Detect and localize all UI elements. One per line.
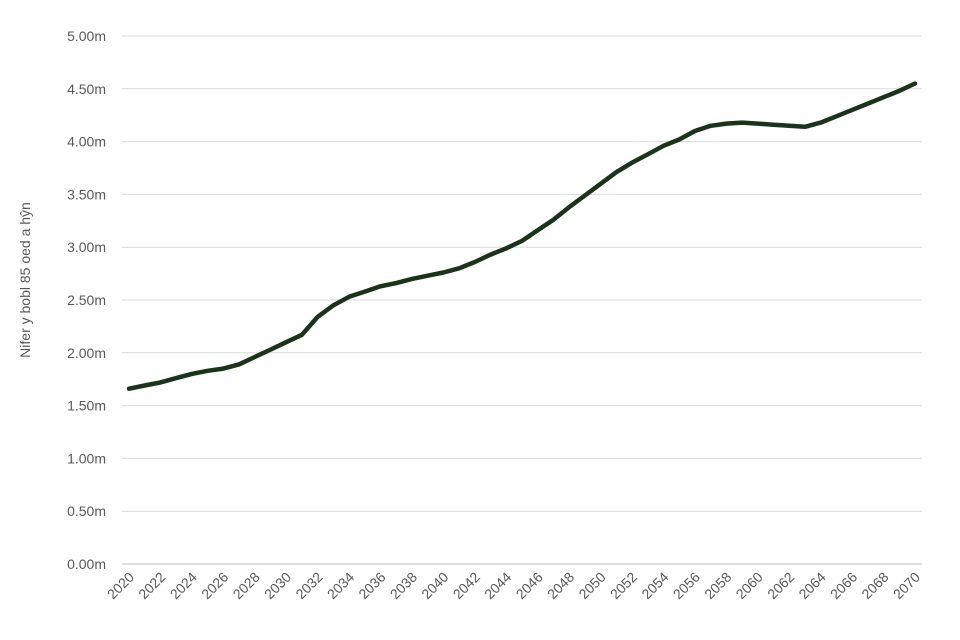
x-tick-label: 2054 bbox=[638, 569, 671, 602]
y-tick-label: 3.00m bbox=[67, 239, 106, 255]
x-tick-label: 2026 bbox=[198, 569, 231, 602]
y-tick-label: 2.00m bbox=[67, 345, 106, 361]
y-axis-ticks: 0.00m 0.50m 1.00m 1.50m 2.00m 2.50m 3.00m 3.50m… bbox=[67, 28, 106, 572]
x-tick-label: 2070 bbox=[890, 569, 923, 602]
x-tick-label: 2028 bbox=[230, 569, 263, 602]
y-tick-label: 5.00m bbox=[67, 28, 106, 44]
x-tick-label: 2036 bbox=[355, 569, 388, 602]
y-tick-label: 1.50m bbox=[67, 398, 106, 414]
x-tick-label: 2042 bbox=[450, 569, 483, 602]
gridlines bbox=[122, 35, 922, 565]
x-tick-label: 2048 bbox=[544, 569, 577, 602]
x-tick-label: 2032 bbox=[292, 569, 325, 602]
x-tick-label: 2062 bbox=[764, 569, 797, 602]
x-tick-label: 2034 bbox=[324, 569, 357, 602]
x-tick-label: 2056 bbox=[670, 569, 703, 602]
y-tick-label: 1.00m bbox=[67, 450, 106, 466]
x-tick-label: 2044 bbox=[481, 569, 514, 602]
y-tick-label: 3.50m bbox=[67, 186, 106, 202]
x-tick-label: 2050 bbox=[575, 569, 608, 602]
x-tick-label: 2068 bbox=[858, 569, 891, 602]
y-tick-label: 0.00m bbox=[67, 556, 106, 572]
x-tick-label: 2020 bbox=[104, 569, 137, 602]
y-tick-label: 2.50m bbox=[67, 292, 106, 308]
y-tick-label: 4.50m bbox=[67, 81, 106, 97]
y-tick-label: 4.00m bbox=[67, 134, 106, 150]
x-tick-label: 2058 bbox=[701, 569, 734, 602]
y-tick-label: 0.50m bbox=[67, 503, 106, 519]
x-tick-label: 2022 bbox=[135, 569, 168, 602]
series-group bbox=[126, 81, 918, 391]
x-tick-label: 2038 bbox=[387, 569, 420, 602]
x-tick-label: 2052 bbox=[607, 569, 640, 602]
x-tick-label: 2064 bbox=[795, 569, 828, 602]
x-tick-label: 2066 bbox=[827, 569, 860, 602]
x-axis-ticks: 2020202220242026202820302032203420362038… bbox=[104, 569, 923, 602]
x-tick-label: 2040 bbox=[418, 569, 451, 602]
x-tick-label: 2046 bbox=[512, 569, 545, 602]
x-tick-label: 2024 bbox=[167, 569, 200, 602]
series-line bbox=[126, 81, 918, 391]
y-axis-title: Nifer y bobl 85 oed a hŷn bbox=[17, 202, 33, 358]
x-tick-label: 2030 bbox=[261, 569, 294, 602]
x-tick-label: 2060 bbox=[733, 569, 766, 602]
